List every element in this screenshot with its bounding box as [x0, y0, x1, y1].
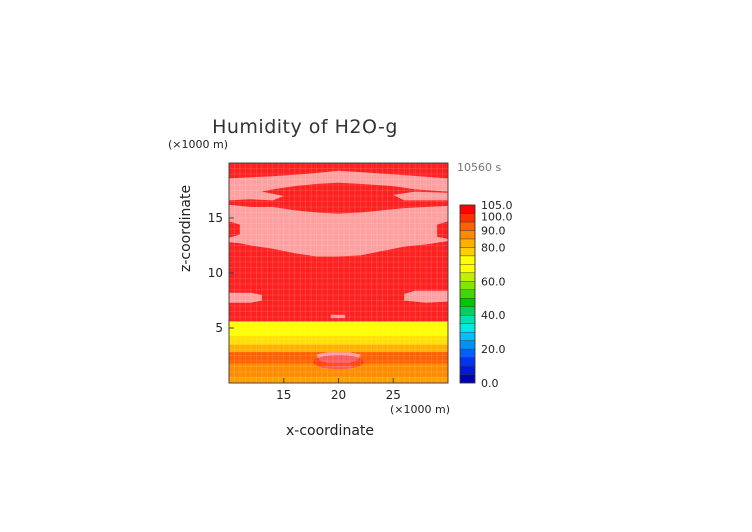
x-axis-unit: (×1000 m): [390, 403, 451, 416]
colorbar-swatch: [459, 365, 476, 375]
colorbar-swatch: [459, 331, 476, 341]
colorbar-label: 80.0: [481, 241, 506, 254]
colorbar-label: 40.0: [481, 309, 506, 322]
x-tick-label: 15: [276, 388, 291, 402]
colorbar-swatch: [459, 230, 476, 240]
saturated-pocket: [313, 354, 364, 370]
y-axis-unit: (×1000 m): [168, 138, 229, 151]
humidity-field: [229, 163, 448, 383]
x-axis-label: x-coordinate: [286, 423, 375, 439]
colorbar-swatch: [459, 264, 476, 274]
x-tick-label: 20: [331, 388, 346, 402]
colorbar-label: 90.0: [481, 224, 506, 237]
y-tick-label: 5: [215, 321, 223, 335]
supersaturated-region-1: [229, 191, 284, 201]
y-tick-label: 15: [208, 211, 223, 225]
colorbar-label: 60.0: [481, 275, 506, 288]
colorbar-swatch: [459, 238, 476, 248]
supersaturated-region-4: [229, 292, 262, 303]
colorbar-swatch: [459, 298, 476, 307]
colorbar-label: 20.0: [481, 343, 506, 356]
axes: 15 20 25 5 10 15: [208, 211, 401, 402]
colorbar-swatch: [459, 314, 476, 324]
supersaturated-region-0: [229, 170, 448, 195]
field-band-4: [229, 336, 448, 345]
y-tick-label: 10: [208, 266, 223, 280]
field-band-1: [229, 363, 448, 377]
x-tick-label: 25: [386, 388, 401, 402]
colorbar-swatch: [459, 213, 476, 223]
supersaturated-region-2: [393, 191, 448, 201]
colorbar-label: 0.0: [481, 377, 499, 390]
colorbar-frame: [459, 204, 476, 384]
colorbar-swatch: [459, 306, 476, 316]
field-band-5: [229, 321, 448, 337]
colorbar-swatch: [459, 374, 476, 384]
supersaturated-region-3: [229, 204, 448, 257]
supersaturated-region-6: [330, 314, 346, 319]
colorbar-label: 105.0: [481, 199, 513, 212]
colorbar-swatch: [459, 247, 476, 257]
colorbar-label: 100.0: [481, 210, 513, 223]
colorbar-swatch: [459, 348, 476, 358]
field-band-3: [229, 344, 448, 353]
colorbar-swatch: [459, 255, 476, 265]
colorbar-swatch: [459, 357, 476, 367]
colorbar-swatch: [459, 221, 476, 231]
colorbar-swatch: [459, 323, 476, 333]
colorbar-swatch: [459, 204, 476, 214]
time-label: 10560 s: [457, 161, 502, 174]
plot-grid: [229, 163, 448, 383]
chart-title: Humidity of H2O-g: [212, 116, 398, 138]
supersaturated-region-5: [404, 290, 448, 303]
colorbar-swatch: [459, 272, 476, 282]
colorbar-swatch: [459, 289, 476, 299]
colorbar-swatch: [459, 281, 476, 290]
colorbar-swatch: [459, 340, 476, 350]
